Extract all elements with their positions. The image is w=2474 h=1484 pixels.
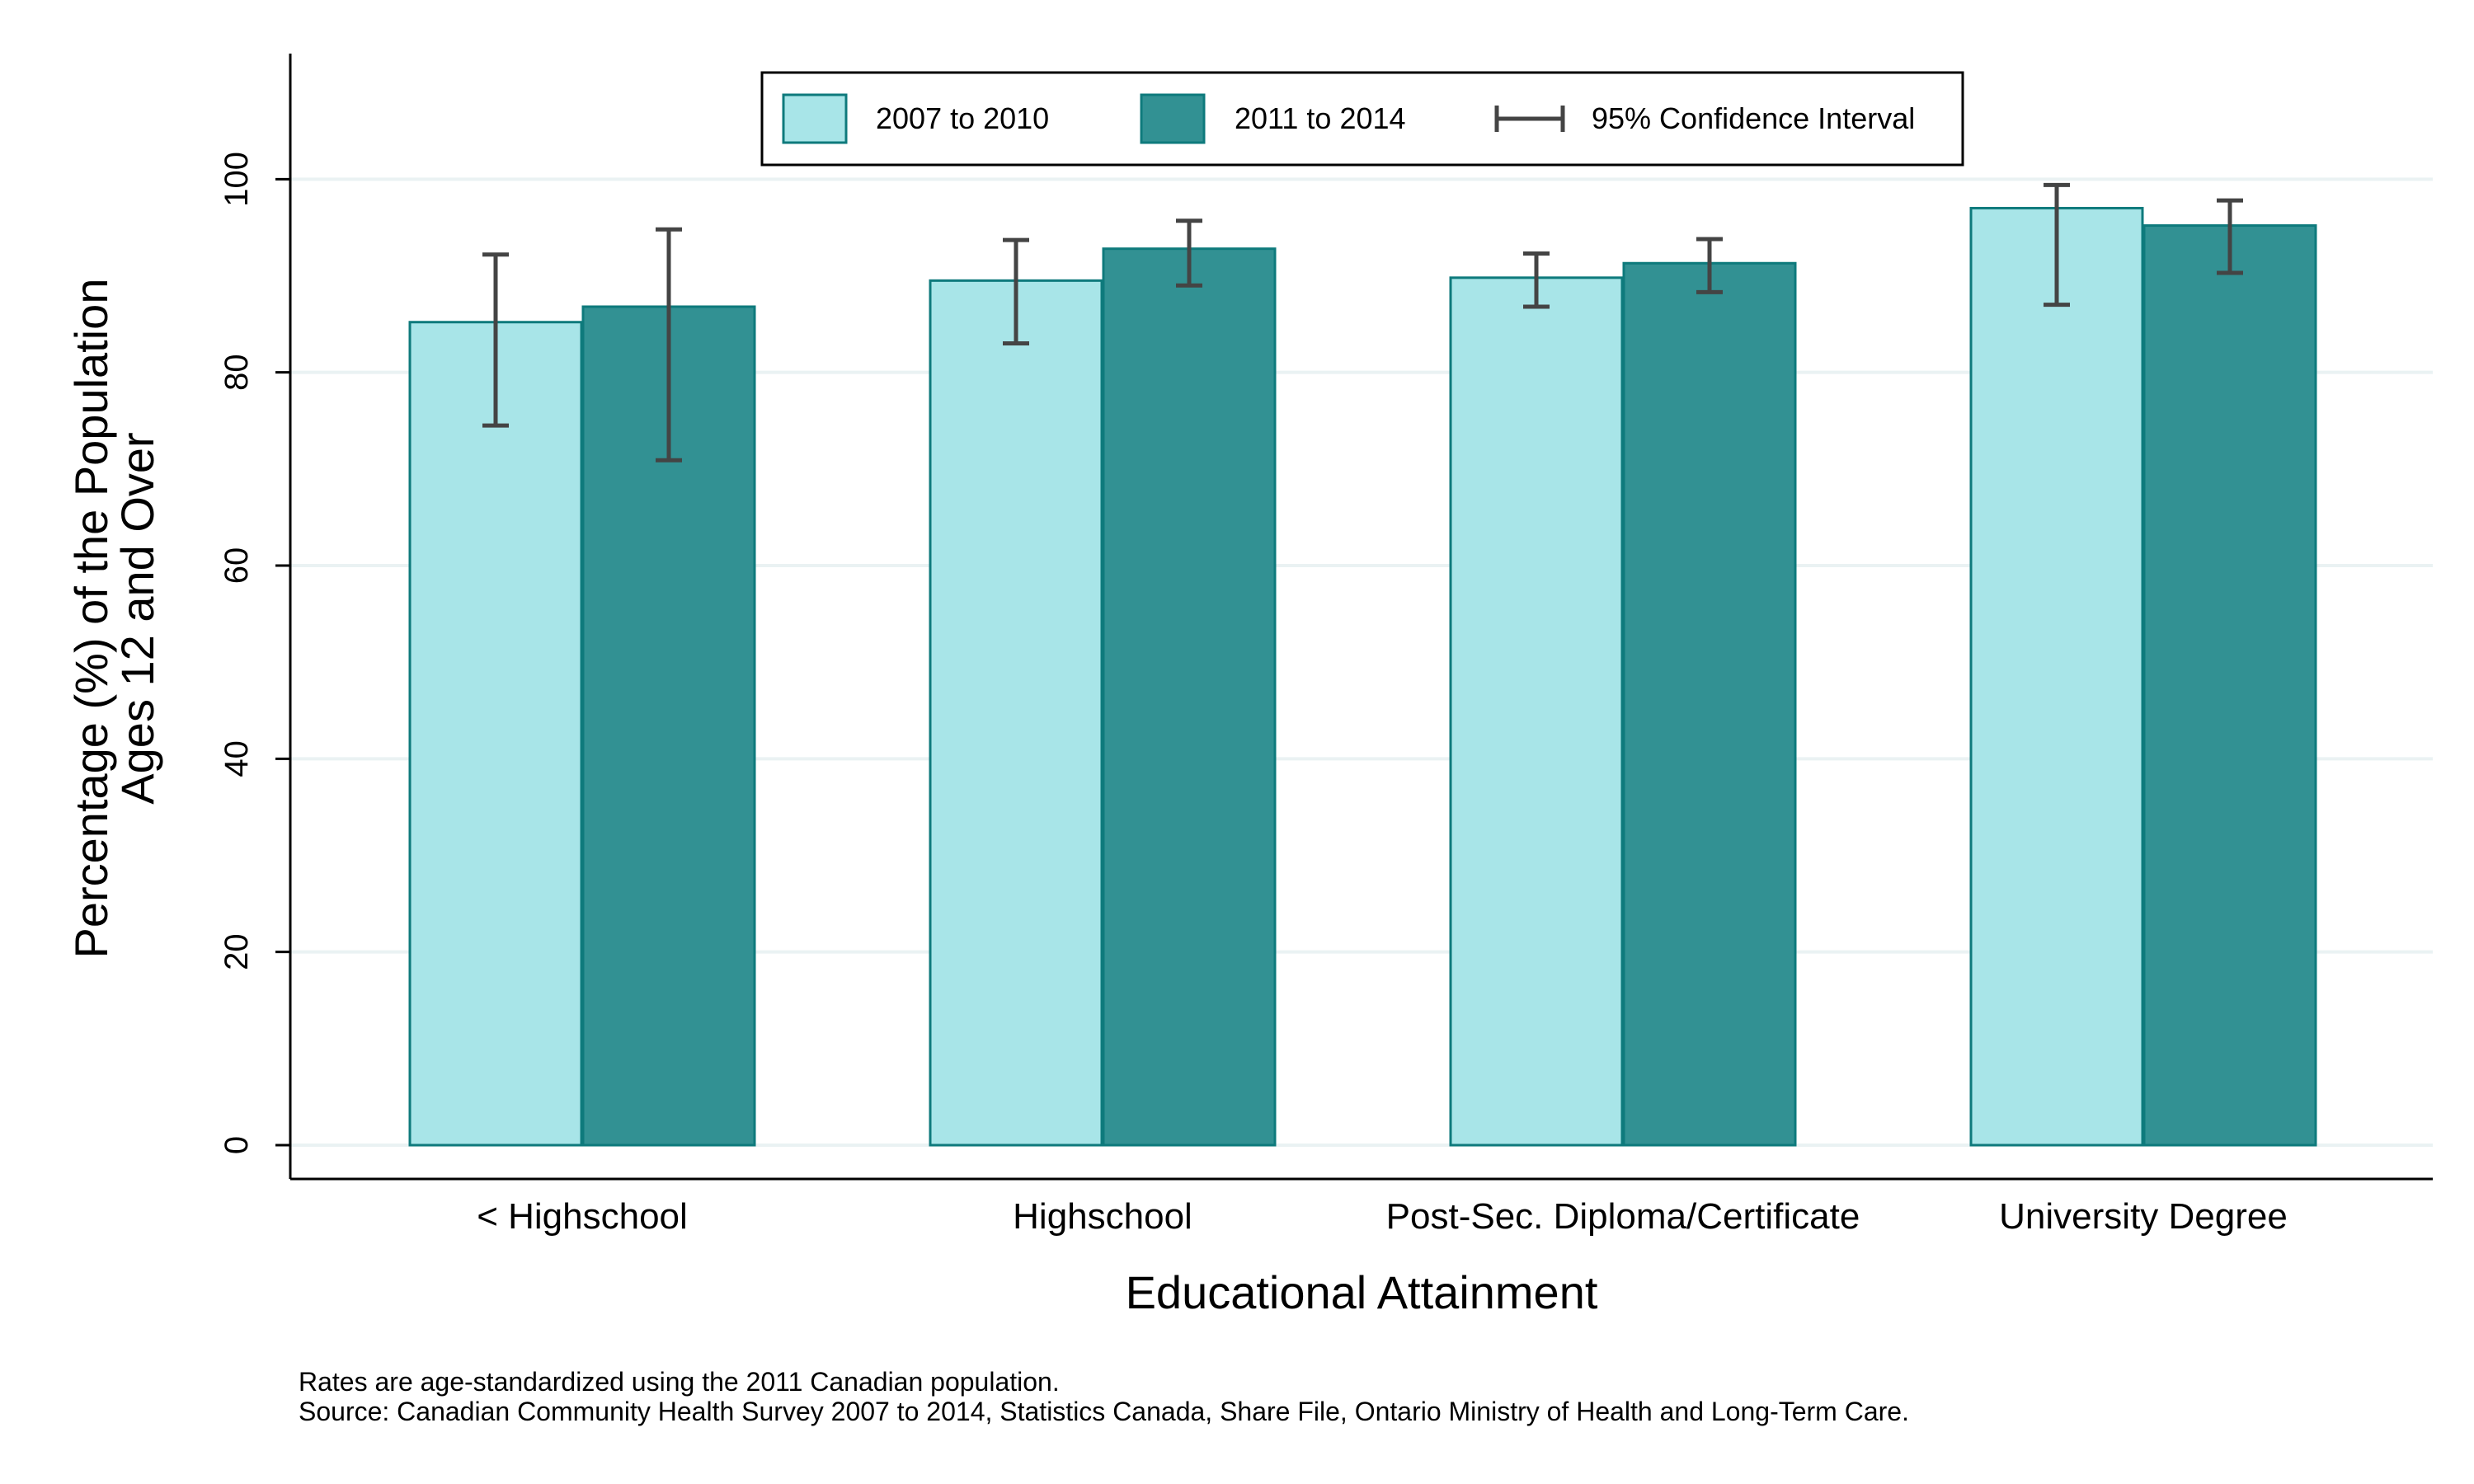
x-axis-tick-labels: < Highschool Highschool Post-Sec. Diploma/… (477, 1196, 2288, 1237)
y-tick-label: 60 (219, 547, 255, 585)
legend-swatch-2007-2010 (782, 93, 848, 144)
y-tick-label: 100 (219, 152, 255, 207)
y-axis-label: Percentage (%) of the Population Ages 12… (65, 279, 163, 959)
footnote-source: Source: Canadian Community Health Survey… (299, 1397, 1909, 1426)
y-axis-ticks: 0 20 40 60 80 100 (219, 152, 290, 1154)
legend-label-2011-2014: 2011 to 2014 (1235, 101, 1406, 135)
legend-ci-icon (1494, 106, 1565, 132)
bar (929, 279, 1103, 1147)
legend-label-2007-2010: 2007 to 2010 (876, 101, 1049, 135)
legend-box (760, 71, 1964, 167)
y-tick-label: 80 (219, 354, 255, 391)
x-axis-label: Educational Attainment (1126, 1266, 1598, 1318)
x-tick-label: University Degree (1999, 1196, 2288, 1237)
x-tick-label: < Highschool (477, 1196, 688, 1237)
y-tick-label: 20 (219, 933, 255, 970)
x-tick-label: Post-Sec. Diploma/Certificate (1386, 1196, 1860, 1237)
y-axis-label-line-2: Ages 12 and Over (111, 432, 163, 804)
legend-label-ci: 95% Confidence Interval (1592, 101, 1915, 135)
bar (1622, 261, 1797, 1147)
x-tick-label: Highschool (1013, 1196, 1192, 1237)
y-tick-label: 40 (219, 740, 255, 777)
bar (2142, 224, 2317, 1147)
legend: 2007 to 2010 2011 to 2014 95% Confidence… (760, 71, 1964, 167)
bar (408, 321, 583, 1147)
bar (1449, 276, 1624, 1147)
footnote-age-standardized: Rates are age-standardized using the 201… (299, 1367, 1060, 1397)
bars (408, 206, 2317, 1147)
legend-swatch-2011-2014 (1140, 93, 1206, 144)
error-bars (482, 182, 2243, 463)
bar (1102, 247, 1277, 1147)
y-tick-label: 0 (219, 1136, 255, 1154)
y-axis-label-line-1: Percentage (%) of the Population (65, 279, 117, 959)
bar (1969, 206, 2144, 1147)
